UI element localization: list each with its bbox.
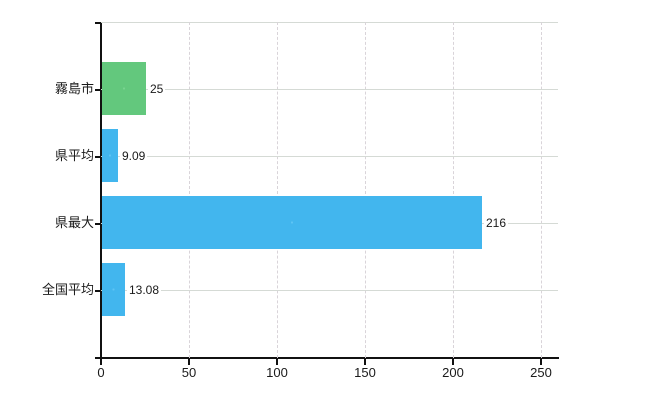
x-tick <box>364 358 366 365</box>
y-tick <box>95 156 101 158</box>
category-label: 全国平均 <box>41 282 94 297</box>
y-axis-top-tick <box>95 22 101 24</box>
x-tick <box>452 358 454 365</box>
grid-line-vertical <box>453 22 454 358</box>
x-tick-label: 250 <box>530 365 552 380</box>
bar-value-label: 9.09 <box>120 148 148 164</box>
category-label: 県平均 <box>54 148 94 163</box>
x-tick <box>540 358 542 365</box>
y-tick <box>95 89 101 91</box>
plot-top-border <box>101 22 558 23</box>
grid-line-horizontal <box>101 290 558 291</box>
y-axis-line <box>100 22 102 359</box>
x-tick-label: 0 <box>97 365 105 380</box>
category-label: 県最大 <box>54 215 94 230</box>
x-tick <box>276 358 278 365</box>
bar <box>102 196 482 249</box>
y-tick <box>95 290 101 292</box>
grid-line-vertical <box>365 22 366 358</box>
bar-value-label: 216 <box>484 215 509 231</box>
x-tick-label: 50 <box>181 365 197 380</box>
x-axis-line <box>95 357 559 359</box>
grid-line-vertical <box>189 22 190 358</box>
grid-line-vertical <box>277 22 278 358</box>
bar <box>102 129 118 182</box>
grid-line-horizontal <box>101 156 558 157</box>
plot-area: 25 9.09 216 13.08 <box>101 22 558 358</box>
grid-line-horizontal <box>101 89 558 90</box>
y-tick <box>95 223 101 225</box>
x-tick <box>188 358 190 365</box>
category-label: 霧島市 <box>54 81 94 96</box>
bar-value-label: 13.08 <box>127 282 162 298</box>
x-tick <box>100 358 102 365</box>
bar <box>102 263 125 316</box>
x-tick-label: 200 <box>442 365 464 380</box>
x-tick-label: 150 <box>354 365 376 380</box>
x-tick-label: 100 <box>266 365 288 380</box>
bar-value-label: 25 <box>148 81 166 97</box>
grid-line-vertical <box>541 22 542 358</box>
bar <box>102 62 146 115</box>
